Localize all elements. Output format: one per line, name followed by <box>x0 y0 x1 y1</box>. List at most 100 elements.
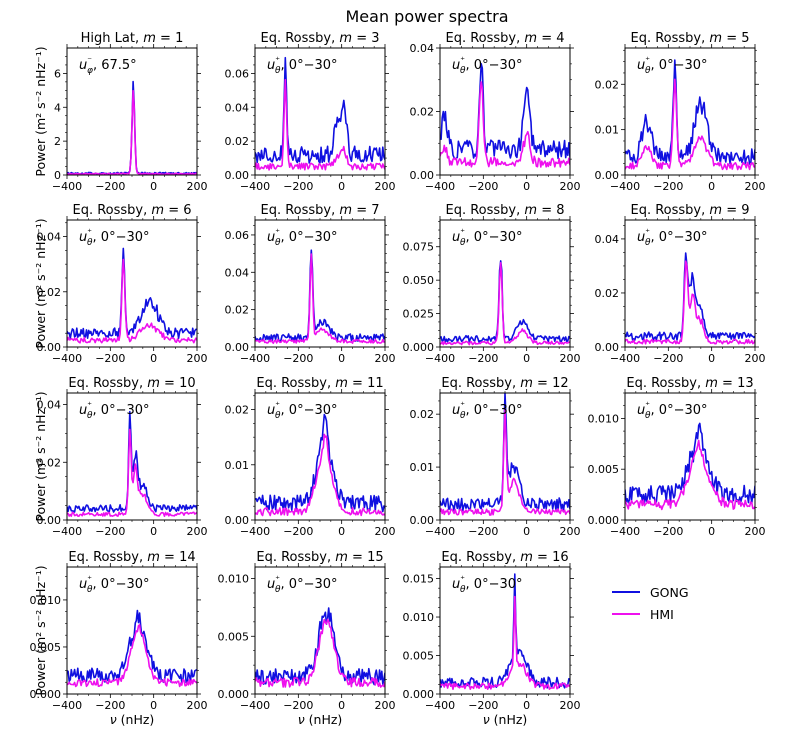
x-tick-label: 200 <box>560 525 581 538</box>
panel-5: Eq. Rossby, m = 6 −400 −200 0 200 0.00 0.02 0.0… <box>33 203 208 365</box>
x-tick-label: 200 <box>375 525 396 538</box>
x-tick-label: −400 <box>425 180 455 193</box>
x-tick-label: 0 <box>338 525 345 538</box>
panel-title: High Lat, m = 1 <box>81 31 184 46</box>
y-tick-label: 0.010 <box>588 412 620 425</box>
x-tick-label: −400 <box>240 699 270 712</box>
y-tick-label: 0.02 <box>225 404 250 417</box>
panel-title: Eq. Rossby, m = 7 <box>261 203 380 218</box>
series-hmi-line <box>440 595 570 690</box>
panel-4: Eq. Rossby, m = 5 −400 −200 0 200 0.00 0.01 0.0… <box>595 31 766 193</box>
x-tick-label: 200 <box>187 699 208 712</box>
y-tick-label: 0.015 <box>403 573 435 586</box>
panel-title: Eq. Rossby, m = 5 <box>631 31 750 46</box>
y-tick-label: 0.01 <box>225 459 250 472</box>
x-tick-label: −200 <box>653 525 683 538</box>
panel-title: Eq. Rossby, m = 9 <box>631 203 750 218</box>
x-tick-label: 0 <box>523 525 530 538</box>
series-hmi-line <box>440 408 570 516</box>
legend: GONG HMI <box>612 585 689 622</box>
panel-annotation: u⁺ θ, 0°−30° <box>79 401 150 421</box>
series-gong-line <box>625 59 755 166</box>
y-axis-label: Power (m² s⁻² nHz⁻¹) <box>33 218 48 348</box>
y-tick-label: 0.04 <box>225 266 250 279</box>
y-tick-label: 0.06 <box>225 67 250 80</box>
panel-annotation: u⁺ θ, 0°−30° <box>637 56 708 76</box>
y-tick-label: 0.02 <box>225 304 250 317</box>
y-tick-label: 0.02 <box>595 287 620 300</box>
series-hmi-line <box>625 439 755 511</box>
series-gong-line <box>440 260 570 343</box>
panel-annotation: u⁺ θ, 0°−30° <box>267 56 338 76</box>
y-tick-label: 0.02 <box>595 78 620 91</box>
y-tick-label: 0 <box>54 169 61 182</box>
panel-10: Eq. Rossby, m = 11 −400 −200 0 200 0.00 0.01 0.… <box>225 376 396 538</box>
y-tick-label: 0.075 <box>403 241 435 254</box>
series-hmi-line <box>67 624 197 688</box>
panel-6: Eq. Rossby, m = 7 −400 −200 0 200 0.00 0.02 0.0… <box>225 203 396 365</box>
x-tick-label: 200 <box>375 180 396 193</box>
y-axis-label: Power (m² s⁻² nHz⁻¹) <box>33 391 48 521</box>
panel-annotation: u⁺ θ, 0°−30° <box>79 228 150 248</box>
figure-title: Mean power spectra <box>345 7 508 26</box>
series-gong-line <box>67 609 197 684</box>
x-tick-label: −200 <box>468 525 498 538</box>
x-tick-label: −200 <box>95 699 125 712</box>
panel-annotation: u⁺ θ, 0°−30° <box>267 228 338 248</box>
panel-annotation: u⁺ θ, 0°−30° <box>637 401 708 421</box>
series-hmi-line <box>625 78 755 171</box>
y-tick-label: 0.02 <box>37 286 62 299</box>
x-tick-label: 200 <box>745 180 766 193</box>
x-axis-label: ν (nHz) <box>110 712 155 727</box>
y-tick-label: 0.00 <box>225 514 250 527</box>
y-tick-label: 0.000 <box>30 688 62 701</box>
y-axis-label: Power (m² s⁻² nHz⁻¹) <box>33 565 48 695</box>
x-tick-label: 200 <box>187 180 208 193</box>
y-tick-label: 0.00 <box>410 514 435 527</box>
series-hmi-line <box>67 258 197 344</box>
x-tick-label: 0 <box>523 699 530 712</box>
panel-title: Eq. Rossby, m = 15 <box>256 550 383 565</box>
x-tick-label: 0 <box>523 180 530 193</box>
y-tick-label: 0.01 <box>595 124 620 137</box>
y-tick-label: 4 <box>54 101 61 114</box>
panel-title: Eq. Rossby, m = 11 <box>256 376 383 391</box>
series-hmi-line <box>67 428 197 517</box>
y-tick-label: 0.02 <box>37 456 62 469</box>
panel-7: Eq. Rossby, m = 8 −400 −200 0 200 0.000 0.025 0… <box>403 203 581 365</box>
panel-annotation: u⁺ θ, 0°−30° <box>637 228 708 248</box>
x-tick-label: 0 <box>708 352 715 365</box>
x-tick-label: 0 <box>338 352 345 365</box>
x-tick-label: −400 <box>52 699 82 712</box>
legend-label-hmi: HMI <box>650 607 674 622</box>
y-tick-label: 0.00 <box>595 341 620 354</box>
panel-annotation: u⁺ θ, 0°−30° <box>267 575 338 595</box>
x-tick-label: −400 <box>425 352 455 365</box>
y-tick-label: 2 <box>54 135 61 148</box>
y-tick-label: 0.00 <box>37 514 62 527</box>
panels: High Lat, m = 1 −400 −200 0 200 0 2 4 6 u⁻ φ, 67.5… <box>30 31 766 727</box>
x-tick-label: −400 <box>610 352 640 365</box>
series-gong-line <box>440 573 570 689</box>
panel-11: Eq. Rossby, m = 12 −400 −200 0 200 0.00 0.01 0.… <box>410 376 581 538</box>
x-tick-label: −200 <box>95 352 125 365</box>
x-tick-label: −200 <box>283 525 313 538</box>
series-hmi-line <box>440 262 570 346</box>
legend-label-gong: GONG <box>650 585 689 600</box>
panel-15: Eq. Rossby, m = 16 −400 −200 0 200 0.000 0.005… <box>403 550 581 727</box>
y-tick-label: 0.000 <box>403 688 435 701</box>
x-tick-label: −200 <box>468 180 498 193</box>
x-tick-label: −400 <box>52 352 82 365</box>
x-tick-label: −200 <box>95 180 125 193</box>
y-tick-label: 0.005 <box>588 463 620 476</box>
panel-annotation: u⁺ θ, 0°−30° <box>79 575 150 595</box>
panel-annotation: u⁺ θ, 0°−30° <box>452 56 523 76</box>
y-tick-label: 0.050 <box>403 274 435 287</box>
x-tick-label: −400 <box>52 180 82 193</box>
y-tick-label: 0.010 <box>30 594 62 607</box>
series-hmi-line <box>67 89 197 175</box>
series-gong-line <box>255 249 385 343</box>
panel-2: Eq. Rossby, m = 3 −400 −200 0 200 0.00 0.02 0.0… <box>225 31 396 193</box>
panel-title: Eq. Rossby, m = 10 <box>68 376 195 391</box>
panel-annotation: u⁻ φ, 67.5° <box>79 56 137 76</box>
